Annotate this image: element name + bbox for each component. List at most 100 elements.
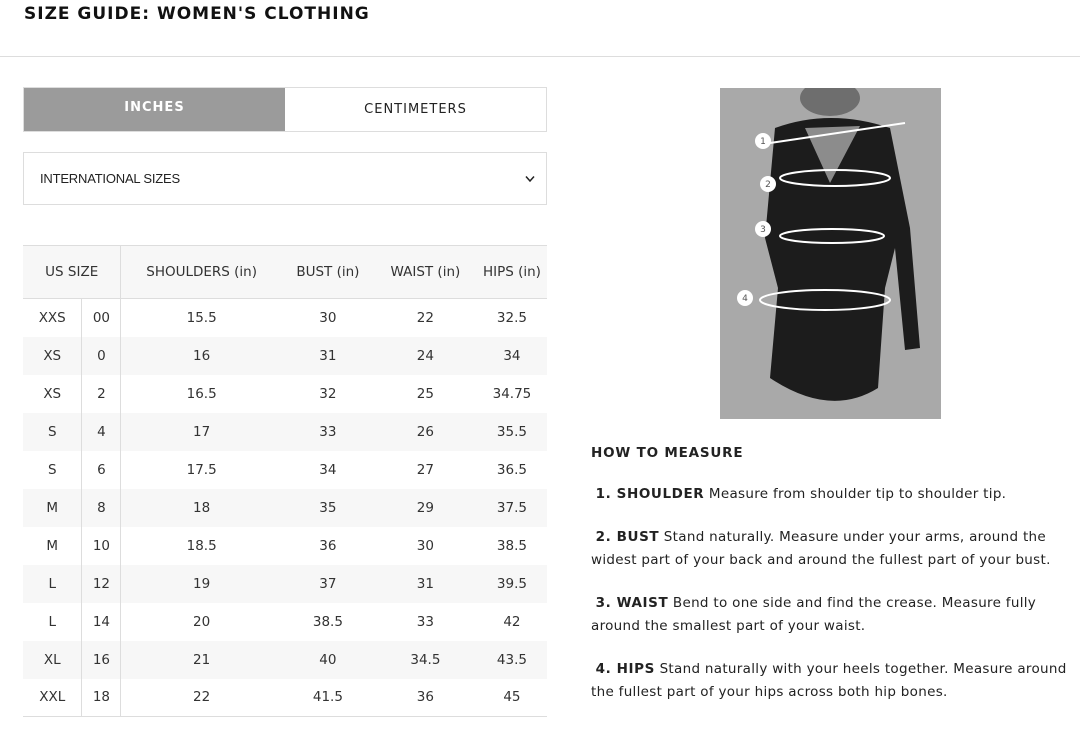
cell-size-letter: XS xyxy=(23,374,83,413)
cell-size-number: 18 xyxy=(81,678,122,717)
cell-shoulders: 21 xyxy=(120,640,282,679)
cell-bust: 32 xyxy=(319,385,337,402)
cell-size-letter: XL xyxy=(23,640,83,679)
cell-size-number: 12 xyxy=(81,564,122,603)
chevron-down-icon xyxy=(525,175,535,182)
table-row: L 12 19 37 31 39.5 xyxy=(23,564,547,603)
cell-hips: 42 xyxy=(503,613,521,630)
table-row: S 6 17.5 34 27 36.5 xyxy=(23,450,547,489)
cell-shoulders: 17.5 xyxy=(186,461,217,478)
cell-waist: 31 xyxy=(373,564,477,603)
cell-size-number: 0 xyxy=(81,336,122,375)
page-title: SIZE GUIDE: WOMEN'S CLOTHING xyxy=(24,4,370,24)
cell-shoulders: 16 xyxy=(120,336,282,375)
cell-size-number: 2 xyxy=(81,374,122,413)
size-system-select[interactable]: INTERNATIONAL SIZES xyxy=(23,152,547,205)
cell-hips: 39.5 xyxy=(476,564,547,603)
cell-hips: 35.5 xyxy=(476,412,547,451)
cell-shoulders: 22 xyxy=(120,678,282,717)
marker-4: 4 xyxy=(742,294,748,304)
cell-size-number: 8 xyxy=(81,488,122,527)
cell-shoulders: 18.5 xyxy=(186,537,217,554)
cell-size-letter: M xyxy=(23,526,83,565)
tab-inches[interactable]: INCHES xyxy=(24,88,285,131)
cell-hips: 36.5 xyxy=(496,461,527,478)
cell-hips: 34 xyxy=(476,336,547,375)
cell-size-number: 16 xyxy=(81,640,122,679)
table-header: US SIZE SHOULDERS (in) BUST (in) WAIST (… xyxy=(23,245,547,299)
marker-3: 3 xyxy=(760,225,766,235)
header-waist: WAIST (in) xyxy=(373,245,477,299)
table-row: M 8 18 35 29 37.5 xyxy=(23,488,547,527)
cell-bust: 33 xyxy=(281,412,374,451)
cell-size-letter: XXL xyxy=(23,678,83,717)
cell-bust: 40 xyxy=(281,640,374,679)
cell-shoulders: 18 xyxy=(120,488,282,527)
cell-shoulders: 20 xyxy=(193,613,211,630)
table-row: XS 0 16 31 24 34 xyxy=(23,336,547,375)
cell-waist: 29 xyxy=(373,488,477,527)
measurement-markers: 1 2 3 4 xyxy=(737,133,776,306)
cell-bust: 38.5 xyxy=(312,613,343,630)
cell-size-letter: L xyxy=(23,564,83,603)
instruction-waist: 3. WAIST Bend to one side and find the c… xyxy=(591,595,1037,634)
tab-centimeters[interactable]: CENTIMETERS xyxy=(364,102,467,117)
cell-waist: 26 xyxy=(373,412,477,451)
cell-shoulders: 16.5 xyxy=(186,385,217,402)
cell-bust: 35 xyxy=(281,488,374,527)
divider xyxy=(0,56,1080,57)
marker-1: 1 xyxy=(760,137,766,147)
cell-bust: 41.5 xyxy=(281,678,374,717)
cell-size-letter: XS xyxy=(23,336,83,375)
cell-bust: 37 xyxy=(281,564,374,603)
instruction-bust: 2. BUST Stand naturally. Measure under y… xyxy=(591,529,1051,568)
cell-waist: 25 xyxy=(416,385,434,402)
cell-waist: 36 xyxy=(373,678,477,717)
cell-hips: 45 xyxy=(476,678,547,717)
cell-waist: 22 xyxy=(416,309,434,326)
cell-size-number: 10 xyxy=(81,526,122,565)
cell-size-letter: S xyxy=(23,412,83,451)
table-row: L 14 20 38.5 33 42 xyxy=(23,602,547,641)
table-row: XS 2 16.5 32 25 34.75 xyxy=(23,374,547,413)
cell-size-number: 14 xyxy=(81,602,122,641)
cell-hips: 38.5 xyxy=(496,537,527,554)
header-bust: BUST (in) xyxy=(281,245,374,299)
cell-bust: 30 xyxy=(319,309,337,326)
table-row: M 10 18.5 36 30 38.5 xyxy=(23,526,547,565)
table-row: XL 16 21 40 34.5 43.5 xyxy=(23,640,547,679)
how-to-heading: HOW TO MEASURE xyxy=(591,445,744,461)
cell-size-letter: S xyxy=(23,450,83,489)
table-row: S 4 17 33 26 35.5 xyxy=(23,412,547,451)
cell-waist: 34.5 xyxy=(373,640,477,679)
cell-bust: 34 xyxy=(319,461,337,478)
cell-shoulders: 17 xyxy=(120,412,282,451)
cell-size-number: 00 xyxy=(81,298,122,337)
cell-waist: 24 xyxy=(373,336,477,375)
instruction-shoulder: 1. SHOULDER Measure from shoulder tip to… xyxy=(595,485,1007,502)
cell-waist: 30 xyxy=(416,537,434,554)
header-us-size: US SIZE xyxy=(23,245,122,299)
cell-bust: 36 xyxy=(319,537,337,554)
cell-shoulders: 19 xyxy=(120,564,282,603)
header-hips: HIPS (in) xyxy=(476,245,547,299)
marker-2: 2 xyxy=(765,180,771,190)
how-to-measure: HOW TO MEASURE 1. SHOULDER Measure from … xyxy=(591,442,1071,724)
instruction-hips: 4. HIPS Stand naturally with your heels … xyxy=(591,661,1067,700)
cell-hips: 37.5 xyxy=(476,488,547,527)
size-system-value: INTERNATIONAL SIZES xyxy=(40,171,180,186)
size-table: US SIZE SHOULDERS (in) BUST (in) WAIST (… xyxy=(23,245,547,717)
cell-waist: 33 xyxy=(416,613,434,630)
cell-size-number: 6 xyxy=(81,450,122,489)
cell-hips: 43.5 xyxy=(476,640,547,679)
unit-tabs: INCHES CENTIMETERS xyxy=(23,87,547,132)
cell-hips: 34.75 xyxy=(492,385,532,402)
cell-waist: 27 xyxy=(416,461,434,478)
table-row: XXL 18 22 41.5 36 45 xyxy=(23,678,547,717)
table-row: XXS 00 15.5 30 22 32.5 xyxy=(23,298,547,337)
cell-hips: 32.5 xyxy=(496,309,527,326)
cell-size-letter: XXS xyxy=(23,298,83,337)
cell-size-letter: L xyxy=(23,602,83,641)
cell-shoulders: 15.5 xyxy=(186,309,217,326)
measurement-diagram-photo: 1 2 3 4 xyxy=(720,88,941,419)
